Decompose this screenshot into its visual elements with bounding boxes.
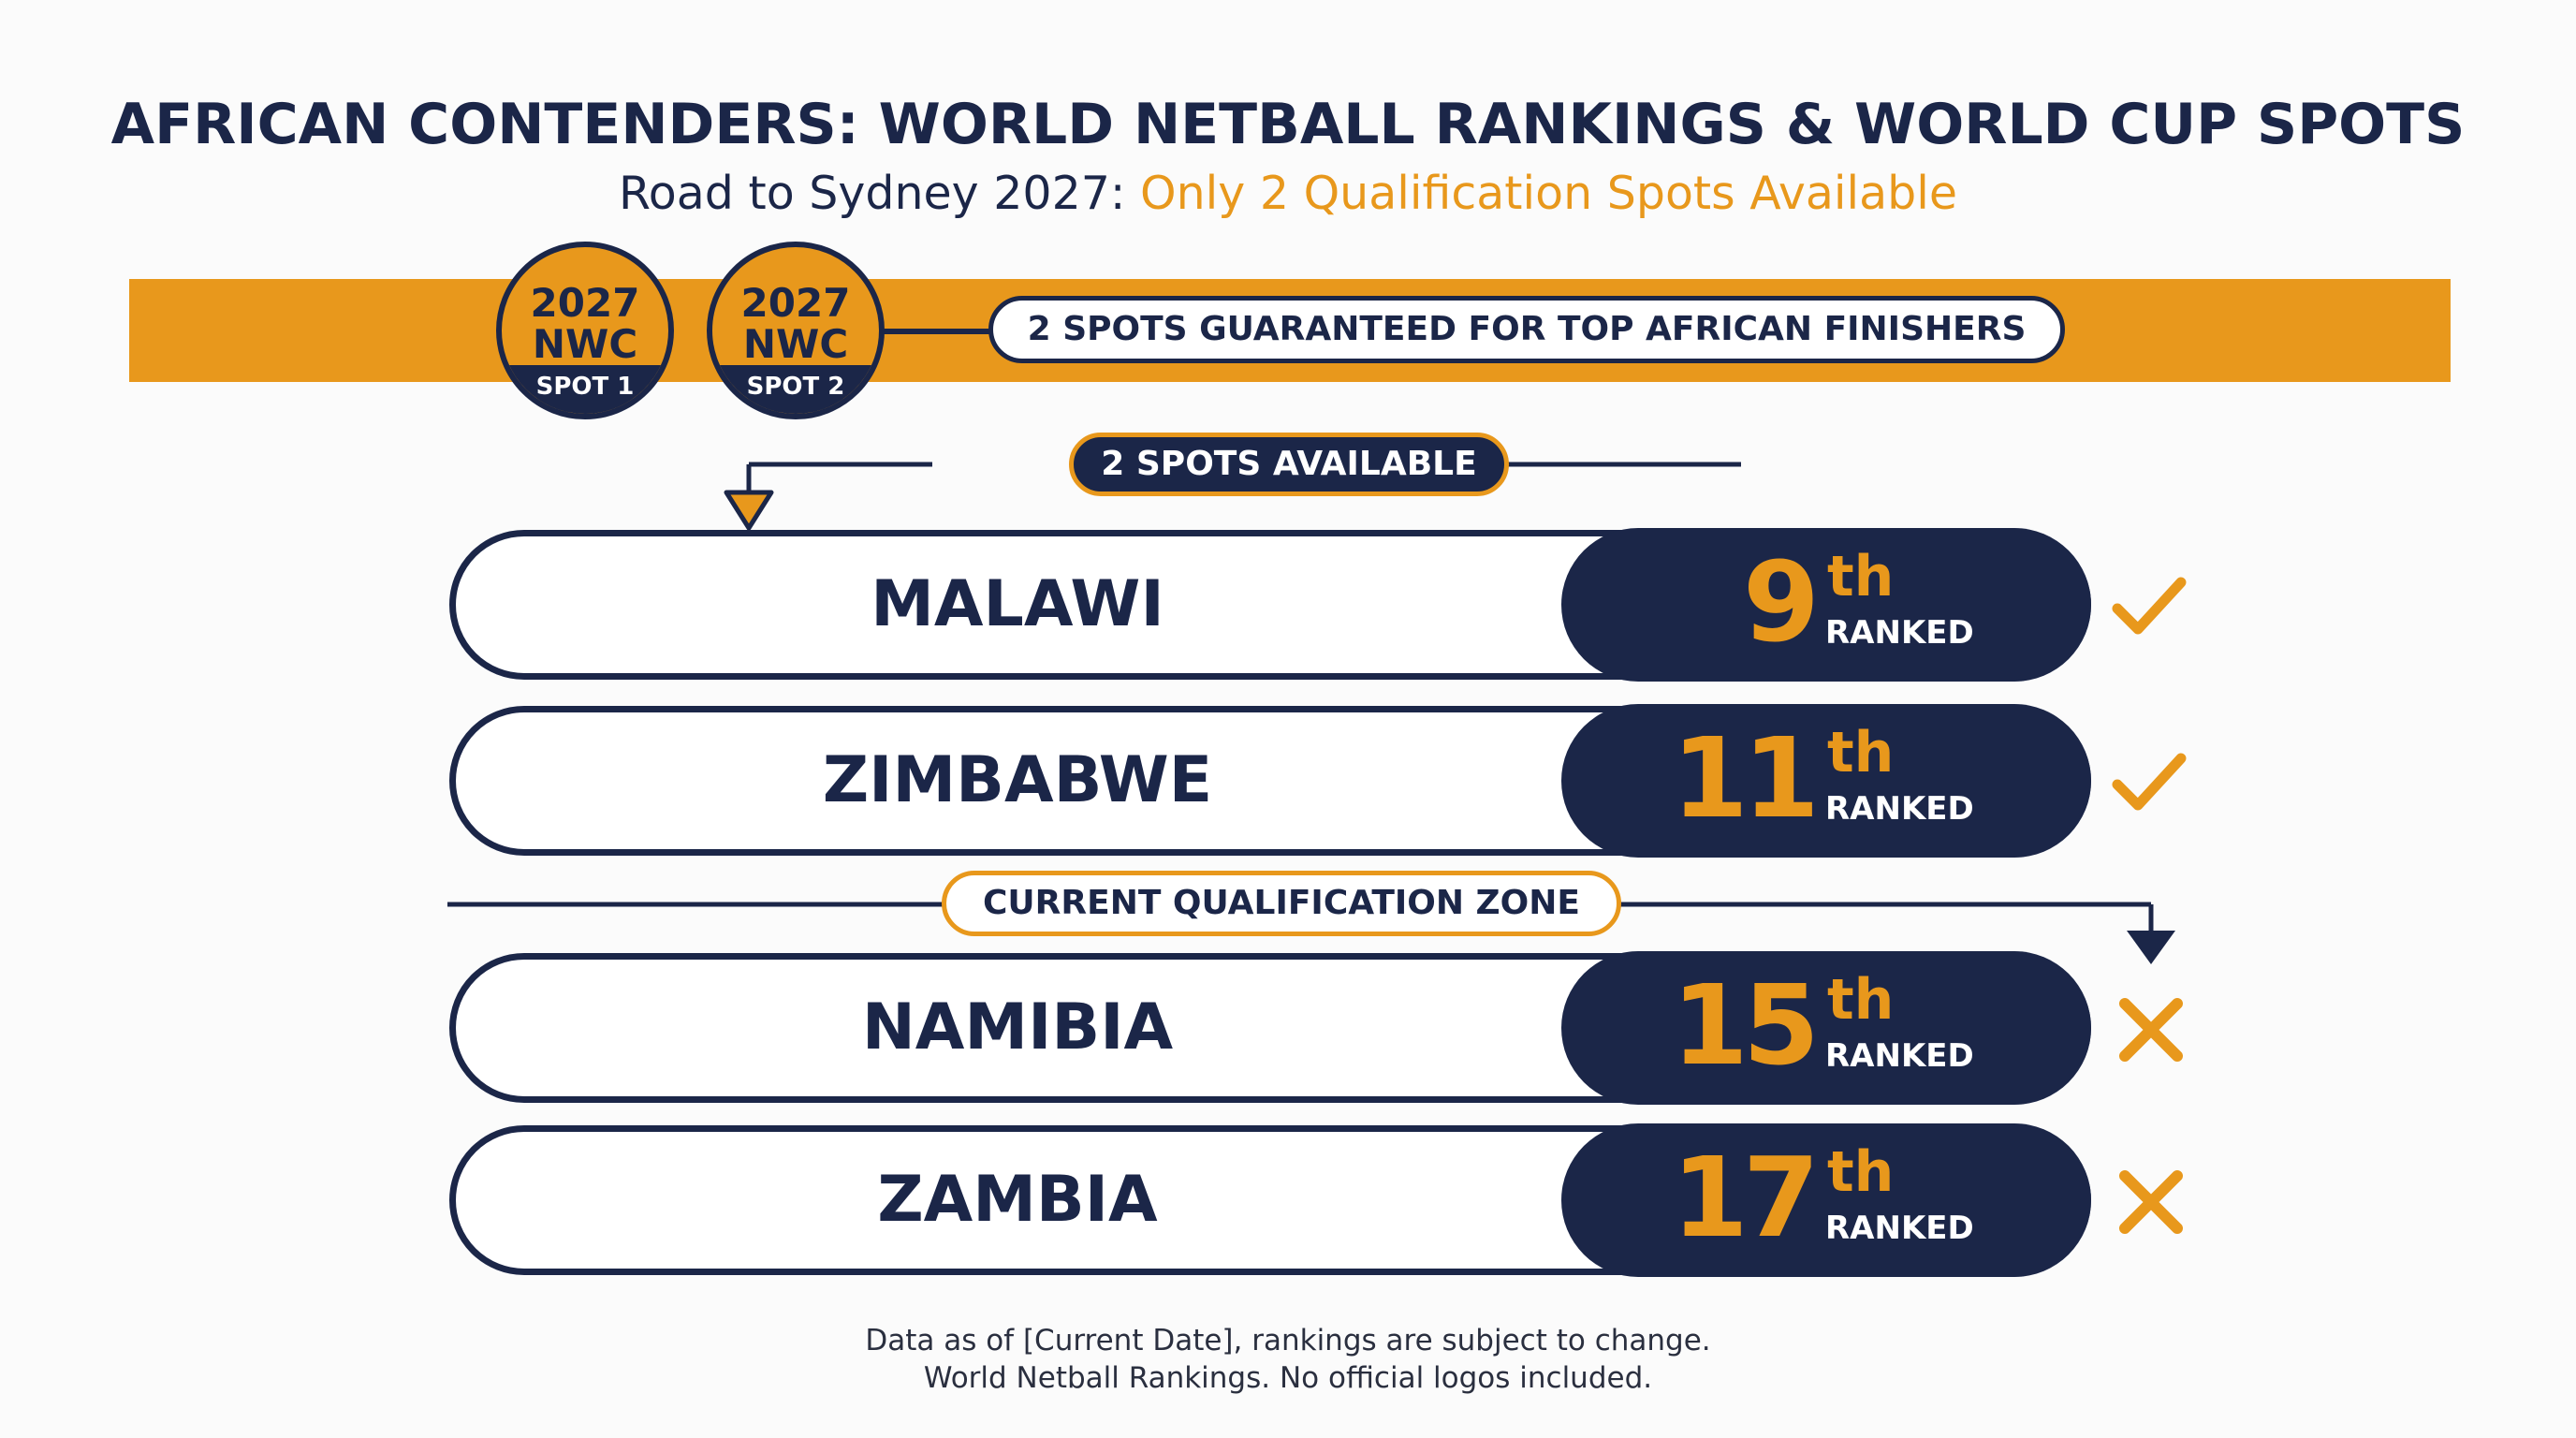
badge-spot-label: SPOT 1: [502, 365, 668, 414]
badge-event: NWC: [532, 321, 638, 367]
spots-available-label: 2 SPOTS AVAILABLE: [1069, 433, 1509, 496]
rank-label: RANKED: [1825, 1037, 1974, 1075]
rank-label: RANKED: [1825, 790, 1974, 828]
check-icon: [2112, 577, 2187, 635]
right-arrow-head: [1501, 462, 1741, 467]
cross-icon: [2119, 1170, 2183, 1234]
rank-box: 15 th RANKED: [1561, 951, 2091, 1105]
badge-year: 2027: [530, 280, 640, 326]
footnote-line-1: Data as of [Current Date], rankings are …: [865, 1324, 1711, 1357]
country-name: NAMIBIA: [861, 990, 1174, 1064]
rank-suffix: th: [1827, 967, 1895, 1033]
rank-suffix: th: [1827, 544, 1895, 609]
rank-number: 15: [1671, 961, 1820, 1090]
spot-2-badge: 2027 NWC SPOT 2: [707, 242, 885, 419]
rank-box: 17 th RANKED: [1561, 1123, 2091, 1277]
rank-label: RANKED: [1825, 614, 1974, 652]
country-name: ZIMBABWE: [822, 743, 1213, 817]
rank-number: 11: [1671, 713, 1820, 843]
team-row-malawi: MALAWI: [449, 530, 2091, 680]
rank-box: 9 th RANKED: [1561, 528, 2091, 682]
subtitle-highlight: Only 2 Qualification Spots Available: [1140, 167, 1958, 220]
badge-event: NWC: [742, 321, 849, 367]
badge-year: 2027: [740, 280, 851, 326]
check-icon: [2112, 753, 2187, 811]
page-title: AFRICAN CONTENDERS: WORLD NETBALL RANKIN…: [110, 92, 2466, 157]
rank-number: 17: [1671, 1133, 1820, 1262]
footnote-line-2: World Netball Rankings. No official logo…: [923, 1361, 1653, 1395]
country-name: ZAMBIA: [877, 1163, 1158, 1237]
qualification-zone-label: CURRENT QUALIFICATION ZONE: [942, 871, 1621, 936]
page-subtitle: Road to Sydney 2027: Only 2 Qualificatio…: [0, 167, 2576, 220]
badge-connector-line: [880, 329, 996, 334]
rank-suffix: th: [1827, 720, 1895, 785]
cross-icon: [2119, 998, 2183, 1062]
rank-box: 11 th RANKED: [1561, 704, 2091, 858]
badge-spot-label: SPOT 2: [712, 365, 879, 414]
rank-suffix: th: [1827, 1139, 1895, 1205]
spot-1-badge: 2027 NWC SPOT 1: [496, 242, 674, 419]
guarantee-label: 2 SPOTS GUARANTEED FOR TOP AFRICAN FINIS…: [988, 296, 2065, 363]
country-name: MALAWI: [871, 567, 1164, 641]
spots-bracket-arrows: [724, 462, 932, 530]
rank-number: 9: [1742, 537, 1820, 667]
subtitle-prefix: Road to Sydney 2027:: [618, 167, 1141, 220]
rank-label: RANKED: [1825, 1210, 1974, 1247]
